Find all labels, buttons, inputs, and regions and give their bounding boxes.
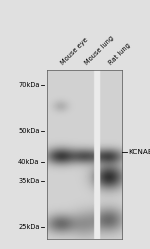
Text: 35kDa: 35kDa [18,178,40,184]
Text: 40kDa: 40kDa [18,159,40,165]
Text: KCNAB2: KCNAB2 [128,149,150,155]
Text: Rat lung: Rat lung [108,42,132,66]
Text: 50kDa: 50kDa [18,128,40,134]
Text: Mouse lung: Mouse lung [84,35,115,66]
Text: Mouse eye: Mouse eye [60,37,90,66]
Text: 70kDa: 70kDa [18,82,40,88]
Text: 25kDa: 25kDa [18,224,40,230]
